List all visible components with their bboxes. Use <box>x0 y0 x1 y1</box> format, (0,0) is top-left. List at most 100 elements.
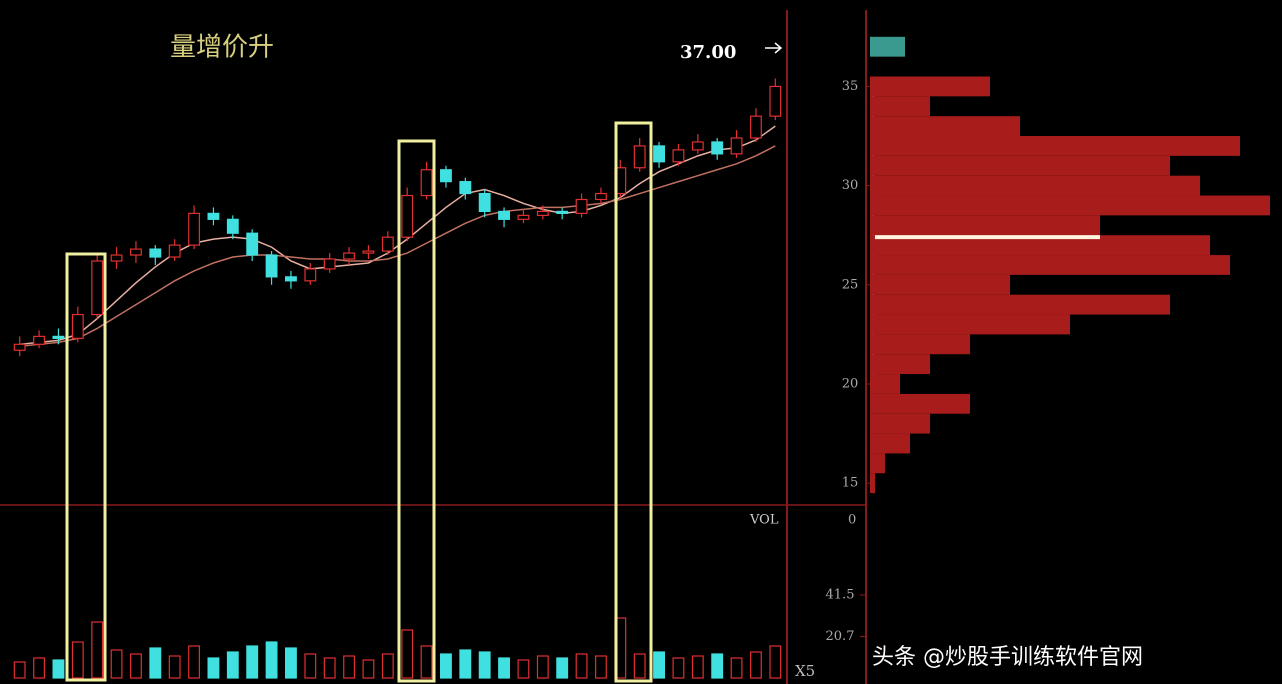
candle-body <box>323 258 336 270</box>
candle-body <box>343 252 355 260</box>
volume-bar <box>459 649 472 679</box>
profile-bar <box>870 155 1170 176</box>
volume-bar <box>285 647 297 679</box>
vol-tick-label: 20.7 <box>826 629 855 644</box>
candle-body <box>52 335 65 339</box>
candle-body <box>285 276 297 282</box>
volume-bar <box>246 645 259 679</box>
candle-body <box>246 232 259 256</box>
volume-bar <box>381 653 394 679</box>
candle-body <box>168 244 181 258</box>
volume-bar <box>536 655 549 679</box>
y-tick-label: 15 <box>842 476 859 491</box>
candle-body <box>226 218 239 234</box>
volume-bar <box>188 645 200 679</box>
candle-body <box>750 115 762 139</box>
candle-body <box>498 210 510 220</box>
profile-bar <box>870 116 1020 137</box>
volume-bar <box>672 657 685 679</box>
highlight-box <box>397 139 436 683</box>
profile-bar <box>870 354 930 375</box>
volume-bar <box>168 655 181 679</box>
price-arrow <box>765 42 783 54</box>
volume-zero-label: 0 <box>848 513 856 528</box>
profile-bar <box>870 36 905 57</box>
candle-body <box>575 198 588 214</box>
candle-body <box>730 137 743 155</box>
volume-bar <box>110 649 123 679</box>
candle-body <box>401 194 414 238</box>
profile-bar <box>870 393 970 414</box>
candle-body <box>672 149 685 163</box>
volume-bar <box>33 657 45 679</box>
highlight-box <box>65 252 107 682</box>
volume-bar <box>149 647 162 679</box>
volume-label: VOL <box>749 513 779 528</box>
volume-bar <box>691 655 704 679</box>
candle-body <box>691 141 704 151</box>
profile-bar <box>870 433 910 454</box>
volume-bar <box>343 655 355 679</box>
candle-body <box>110 254 123 262</box>
volume-bar <box>71 641 84 679</box>
y-tick-label: 35 <box>842 79 859 94</box>
vol-tick-label: 41.5 <box>826 588 855 603</box>
volume-bar <box>323 657 336 679</box>
watermark: 头条 @炒股手训练软件官网 <box>872 645 1143 670</box>
candle-body <box>381 236 394 252</box>
price-label: 37.00 <box>680 42 736 63</box>
profile-bar <box>870 274 1010 295</box>
volume-scale-label: X5 <box>795 662 815 680</box>
candle-body <box>91 260 104 316</box>
profile-bar <box>870 413 930 434</box>
candle-body <box>33 335 45 345</box>
profile-bar <box>870 175 1200 196</box>
candle-body <box>207 212 220 220</box>
volume-bar <box>207 657 220 679</box>
volume-bar <box>633 653 646 679</box>
highlight-box <box>614 121 653 683</box>
profile-bar <box>870 195 1270 216</box>
volume-bar <box>265 641 278 679</box>
volume-bar <box>401 629 414 679</box>
profile-bar <box>870 255 1230 275</box>
profile-bar <box>870 453 885 474</box>
volume-bar <box>498 657 510 679</box>
candle-body <box>536 210 549 216</box>
candle-body <box>653 145 665 163</box>
volume-bar <box>653 651 665 679</box>
candle-body <box>769 85 782 117</box>
candle-body <box>517 214 530 220</box>
candle-body <box>633 145 646 169</box>
candle-body <box>440 169 452 183</box>
candle-body <box>130 248 142 256</box>
volume-bar <box>750 651 762 679</box>
volume-bar <box>769 645 782 679</box>
profile-bar <box>870 314 1070 335</box>
volume-bar <box>711 653 724 679</box>
candle-body <box>478 192 491 212</box>
candle-body <box>595 192 607 201</box>
profile-bar <box>870 96 930 117</box>
volume-bar <box>362 659 375 679</box>
profile-bar <box>870 334 970 355</box>
volume-bar <box>595 655 607 679</box>
candle-body <box>13 343 26 351</box>
candle-body <box>362 250 375 254</box>
profile-bar <box>870 136 1240 156</box>
candle-body <box>304 268 317 282</box>
volume-bar <box>52 659 65 679</box>
volume-bar <box>440 653 452 679</box>
profile-bar <box>870 473 875 494</box>
profile-bar <box>870 374 900 394</box>
volume-bar <box>575 653 588 679</box>
volume-bar <box>226 651 239 679</box>
y-tick-label: 25 <box>842 277 859 292</box>
volume-bar <box>478 651 491 679</box>
candle-body <box>265 254 278 278</box>
volume-bar <box>304 653 317 679</box>
volume-bar <box>420 645 433 679</box>
chart-title: 量增价升 <box>170 33 274 63</box>
candle-body <box>71 313 84 339</box>
